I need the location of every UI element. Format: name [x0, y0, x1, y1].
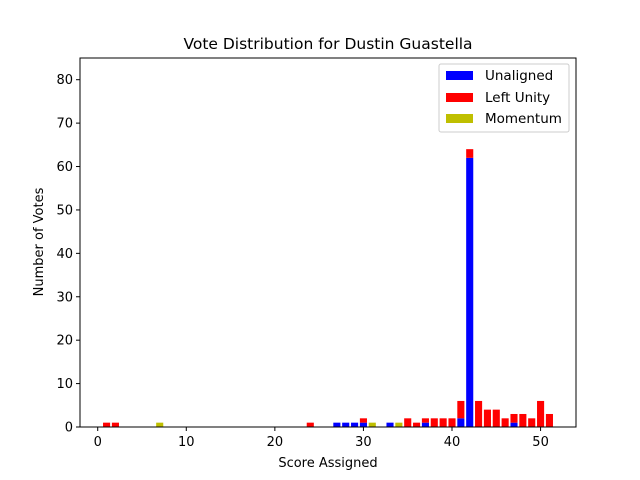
y-axis-label: Number of Votes [32, 187, 47, 296]
plot-area [103, 149, 553, 427]
bar-left-unity-44 [483, 409, 491, 427]
x-tick-label-10: 10 [178, 435, 195, 450]
bar-left-unity-43 [475, 400, 483, 427]
x-tick-label-20: 20 [267, 435, 284, 450]
bar-left-unity-39 [439, 418, 447, 427]
y-tick-label-10: 10 [56, 377, 73, 392]
axes-frame [79, 57, 577, 428]
bar-left-unity-46 [501, 418, 509, 427]
bar-unaligned-42 [466, 157, 474, 427]
bar-unaligned-37 [421, 422, 429, 427]
bar-left-unity-40 [448, 418, 456, 427]
bar-unaligned-27 [333, 422, 341, 427]
bar-left-unity-24 [306, 422, 314, 427]
legend-swatch-momentum [446, 114, 473, 123]
legend-swatch-unaligned [446, 71, 473, 80]
x-tick-label-50: 50 [532, 435, 549, 450]
y-tick-label-20: 20 [56, 334, 73, 349]
bar-left-unity-2 [111, 422, 119, 427]
bar-left-unity-48 [519, 413, 527, 427]
bar-left-unity-36 [413, 422, 421, 427]
bar-unaligned-47 [510, 422, 518, 427]
legend-swatch-left-unity [446, 93, 473, 102]
bar-unaligned-33 [386, 422, 394, 427]
y-tick-label-80: 80 [56, 73, 73, 88]
chart-title: Vote Distribution for Dustin Guastella [183, 35, 472, 53]
legend-label-momentum: Momentum [485, 111, 562, 127]
bar-left-unity-45 [492, 409, 500, 427]
y-tick-label-0: 0 [65, 421, 73, 436]
bar-left-unity-30 [359, 418, 367, 423]
bar-left-unity-1 [103, 422, 111, 427]
legend-label-unaligned: Unaligned [485, 68, 553, 84]
x-axis-ticks: 0 10 20 30 40 50 [94, 427, 549, 450]
y-tick-label-60: 60 [56, 160, 73, 175]
x-tick-label-40: 40 [444, 435, 461, 450]
bar-unaligned-41 [457, 418, 465, 427]
y-axis-ticks: 0 10 20 30 40 50 60 70 80 [56, 73, 80, 436]
bar-momentum-34 [395, 422, 403, 427]
bar-unaligned-30 [359, 422, 367, 427]
y-tick-label-70: 70 [56, 117, 73, 132]
x-tick-label-0: 0 [94, 435, 102, 450]
bar-unaligned-29 [351, 422, 359, 427]
x-tick-label-30: 30 [355, 435, 372, 450]
bar-left-unity-42 [466, 149, 474, 158]
y-tick-label-40: 40 [56, 247, 73, 262]
legend: Unaligned Left Unity Momentum [438, 63, 570, 133]
bar-momentum-7 [156, 422, 164, 427]
x-axis-label: Score Assigned [278, 456, 377, 471]
bar-left-unity-35 [404, 418, 412, 427]
bar-left-unity-37 [421, 418, 429, 423]
y-tick-label-50: 50 [56, 203, 73, 218]
bar-left-unity-51 [545, 413, 553, 427]
y-tick-label-30: 30 [56, 290, 73, 305]
bar-unaligned-28 [342, 422, 350, 427]
bar-left-unity-41 [457, 400, 465, 419]
bar-left-unity-49 [528, 418, 536, 427]
bar-left-unity-38 [430, 418, 438, 427]
bar-left-unity-47 [510, 413, 518, 423]
bar-left-unity-50 [537, 400, 545, 427]
bar-momentum-31 [368, 422, 376, 427]
legend-label-left-unity: Left Unity [485, 90, 550, 106]
